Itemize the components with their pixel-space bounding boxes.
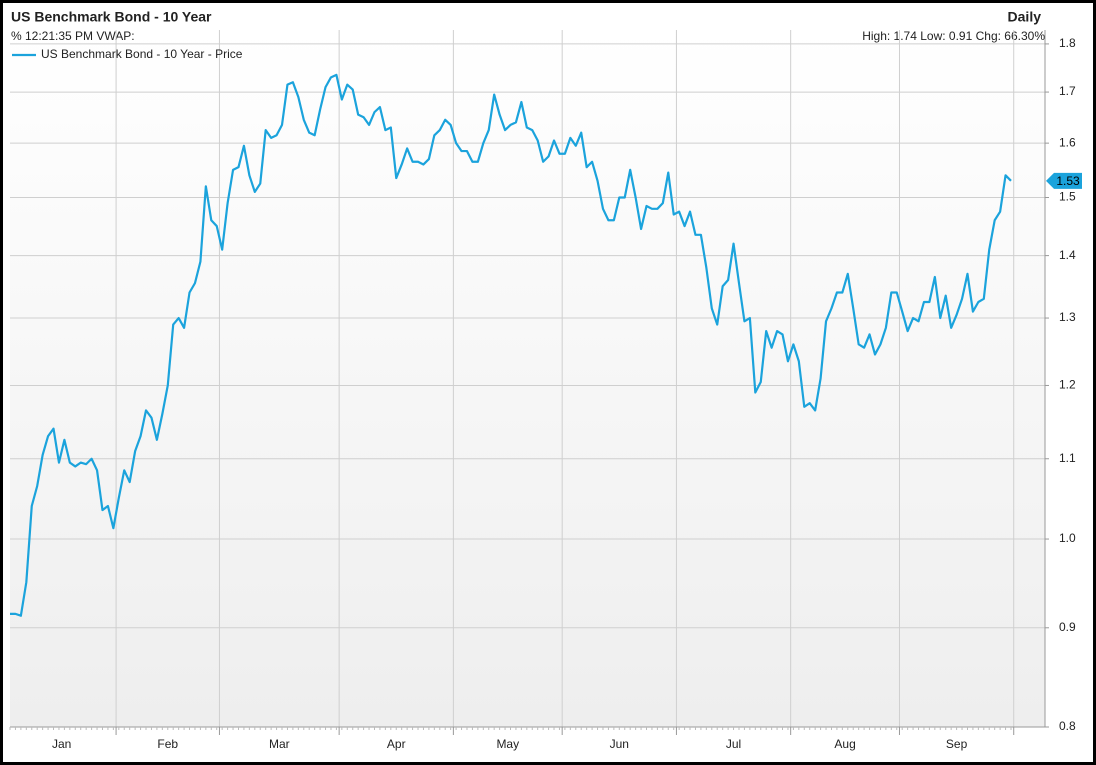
y-tick-label: 1.5 xyxy=(1059,190,1076,204)
y-tick-label: 1.4 xyxy=(1059,248,1076,262)
x-tick-label: Aug xyxy=(834,737,855,751)
y-tick-label: 1.3 xyxy=(1059,310,1076,324)
y-tick-label: 1.7 xyxy=(1059,84,1076,98)
stats: High: 1.74 Low: 0.91 Chg: 66.30% xyxy=(862,29,1045,43)
y-tick-label: 1.6 xyxy=(1059,135,1076,149)
last-value-marker xyxy=(1046,172,1082,189)
x-tick-label: May xyxy=(496,737,519,751)
last-value-label: 1.53 xyxy=(1056,174,1080,188)
subtitle: % 12:21:35 PM VWAP: xyxy=(11,29,135,43)
price-line xyxy=(10,73,1012,617)
y-tick-label: 1.1 xyxy=(1059,451,1076,465)
x-tick-label: Mar xyxy=(269,737,290,751)
chart-title: US Benchmark Bond - 10 Year xyxy=(11,9,212,25)
x-tick-label: Feb xyxy=(157,737,178,751)
y-tick-label: 1.2 xyxy=(1059,378,1076,392)
marks xyxy=(10,73,1012,617)
period: Daily xyxy=(1008,9,1042,25)
x-tick-label: Jul xyxy=(726,737,741,751)
y-tick-label: 0.8 xyxy=(1059,719,1076,733)
x-tick-label: Jan xyxy=(52,737,71,751)
grid xyxy=(10,30,1045,728)
y-tick-label: 1.8 xyxy=(1059,36,1076,50)
x-tick-label: Sep xyxy=(946,737,968,751)
y-tick-label: 0.9 xyxy=(1059,620,1076,634)
legend-label: US Benchmark Bond - 10 Year - Price xyxy=(41,47,243,61)
x-tick-label: Apr xyxy=(387,737,406,751)
y-tick-label: 1.0 xyxy=(1059,531,1076,545)
plot-area xyxy=(10,30,1045,727)
x-tick-label: Jun xyxy=(610,737,629,751)
